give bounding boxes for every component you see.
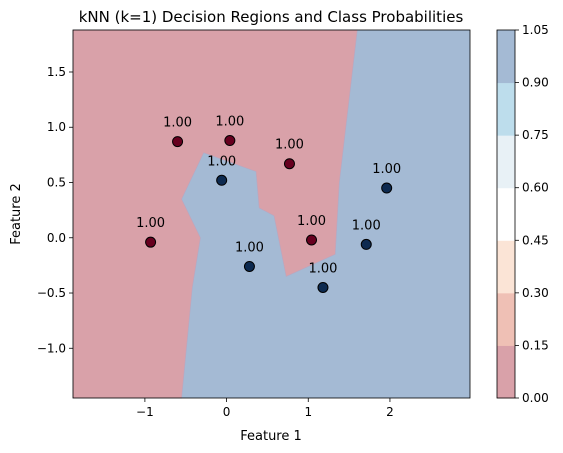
probability-label: 1.00 <box>163 116 192 131</box>
x-tick-label: 0 <box>223 405 231 419</box>
data-point <box>307 235 317 245</box>
colorbar-band <box>497 345 515 398</box>
colorbar-band <box>497 30 515 83</box>
chart-title: kNN (k=1) Decision Regions and Class Pro… <box>79 8 464 26</box>
colorbar-band <box>497 188 515 241</box>
data-point <box>225 136 235 146</box>
y-tick-label: 1.5 <box>47 65 66 79</box>
probability-label: 1.00 <box>308 261 337 276</box>
probability-label: 1.00 <box>372 162 401 177</box>
probability-label: 1.00 <box>275 138 304 153</box>
colorbar-tick-label: 0.75 <box>522 128 549 142</box>
data-point <box>318 282 328 292</box>
probability-label: 1.00 <box>352 218 381 233</box>
y-tick-label: −1.0 <box>37 341 66 355</box>
colorbar-tick-label: 0.45 <box>522 233 549 247</box>
data-point <box>382 183 392 193</box>
x-axis: −1 0 1 2 <box>136 398 394 419</box>
data-point <box>217 175 227 185</box>
colorbar-tick-label: 0.60 <box>522 181 549 195</box>
colorbar-tick-label: 0.30 <box>522 286 549 300</box>
data-point <box>284 159 294 169</box>
x-axis-label: Feature 1 <box>240 429 302 444</box>
y-tick-label: 0.5 <box>47 176 66 190</box>
plot-area: 1.00 1.00 1.00 1.00 1.00 1.00 1.00 1.00 1.00 1.00 <box>73 30 470 398</box>
colorbar-tick-label: 1.05 <box>522 23 549 37</box>
colorbar-tick-label: 0.00 <box>522 391 549 405</box>
probability-label: 1.00 <box>297 214 326 229</box>
probability-label: 1.00 <box>136 216 165 231</box>
y-axis: −1.0 −0.5 0.0 0.5 1.0 1.5 <box>37 65 73 355</box>
y-tick-label: −0.5 <box>37 286 66 300</box>
data-point <box>173 137 183 147</box>
x-tick-label: 2 <box>386 405 394 419</box>
colorbar-band <box>497 293 515 346</box>
data-point <box>244 261 254 271</box>
y-tick-label: 0.0 <box>47 231 66 245</box>
colorbar: 0.00 0.15 0.30 0.45 0.60 0.75 0.90 1.05 <box>497 23 549 405</box>
data-point <box>146 237 156 247</box>
probability-label: 1.00 <box>207 154 236 169</box>
colorbar-tick-label: 0.90 <box>522 76 549 90</box>
colorbar-tick-label: 0.15 <box>522 338 549 352</box>
y-axis-label: Feature 2 <box>9 183 24 245</box>
probability-label: 1.00 <box>235 240 264 255</box>
y-tick-label: 1.0 <box>47 120 66 134</box>
colorbar-band <box>497 135 515 188</box>
colorbar-band <box>497 83 515 136</box>
x-tick-label: 1 <box>304 405 312 419</box>
colorbar-band <box>497 240 515 293</box>
probability-label: 1.00 <box>215 115 244 130</box>
x-tick-label: −1 <box>136 405 154 419</box>
data-point <box>361 239 371 249</box>
